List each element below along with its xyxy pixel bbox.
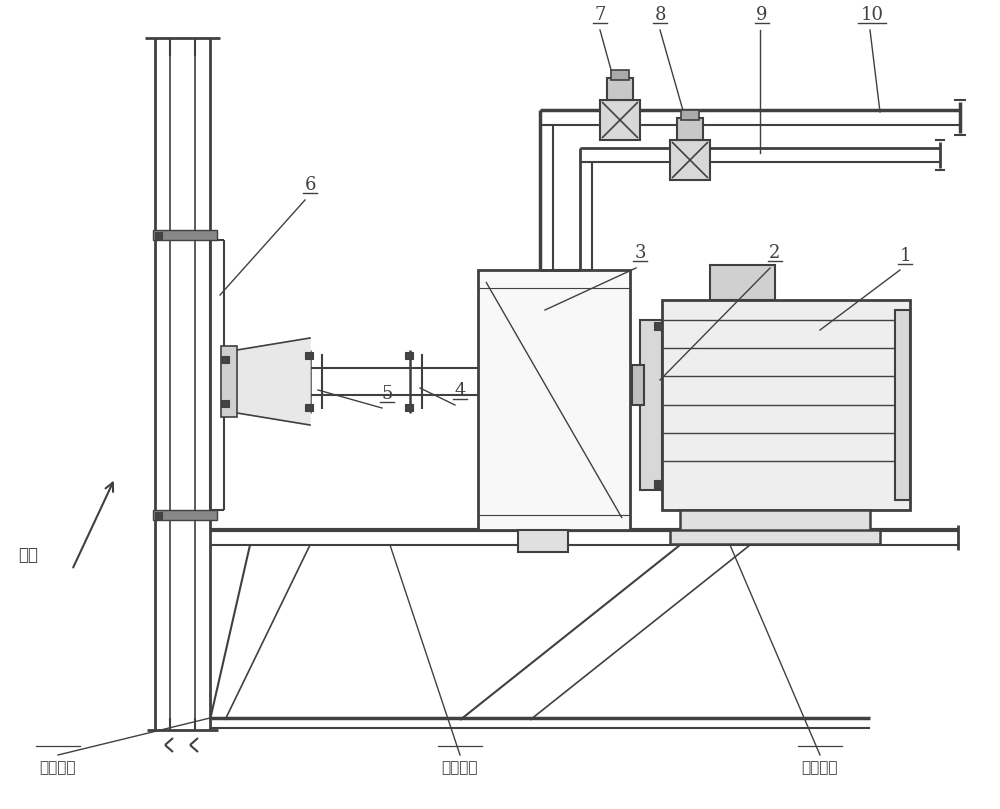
Bar xyxy=(153,510,217,520)
Text: 6: 6 xyxy=(304,176,316,194)
Text: 2: 2 xyxy=(769,244,781,262)
Text: 5: 5 xyxy=(381,385,393,403)
Bar xyxy=(611,70,629,80)
Text: 安装架体: 安装架体 xyxy=(802,760,838,775)
Text: 8: 8 xyxy=(654,6,666,24)
Text: 7: 7 xyxy=(594,6,606,24)
Text: 锅炉墙体: 锅炉墙体 xyxy=(40,760,76,775)
Text: 1: 1 xyxy=(899,247,911,265)
Polygon shape xyxy=(237,338,310,425)
Bar xyxy=(677,118,703,140)
Bar xyxy=(305,404,313,411)
Bar xyxy=(607,78,633,100)
Text: 10: 10 xyxy=(860,6,884,24)
Bar xyxy=(632,365,644,405)
Bar xyxy=(895,310,910,500)
Bar xyxy=(155,512,162,519)
Bar xyxy=(710,265,775,300)
Bar xyxy=(221,346,237,417)
Bar xyxy=(153,230,217,240)
Bar xyxy=(670,530,880,544)
Text: 4: 4 xyxy=(454,382,466,400)
Bar xyxy=(662,300,910,510)
Bar xyxy=(670,140,710,180)
Bar xyxy=(405,352,413,359)
Text: 支撑平台: 支撑平台 xyxy=(442,760,478,775)
Bar xyxy=(654,480,662,488)
Bar xyxy=(680,510,870,532)
Text: 炉腹: 炉腹 xyxy=(18,546,38,564)
Bar xyxy=(681,110,699,120)
Bar xyxy=(640,320,662,490)
Text: 3: 3 xyxy=(634,244,646,262)
Bar xyxy=(600,100,640,140)
Bar xyxy=(305,352,313,359)
Bar xyxy=(518,530,568,552)
Bar xyxy=(654,322,662,330)
Text: 9: 9 xyxy=(756,6,768,24)
Bar xyxy=(155,232,162,239)
Bar xyxy=(221,400,229,407)
Bar xyxy=(478,270,630,530)
Bar xyxy=(405,404,413,411)
Bar xyxy=(221,356,229,363)
